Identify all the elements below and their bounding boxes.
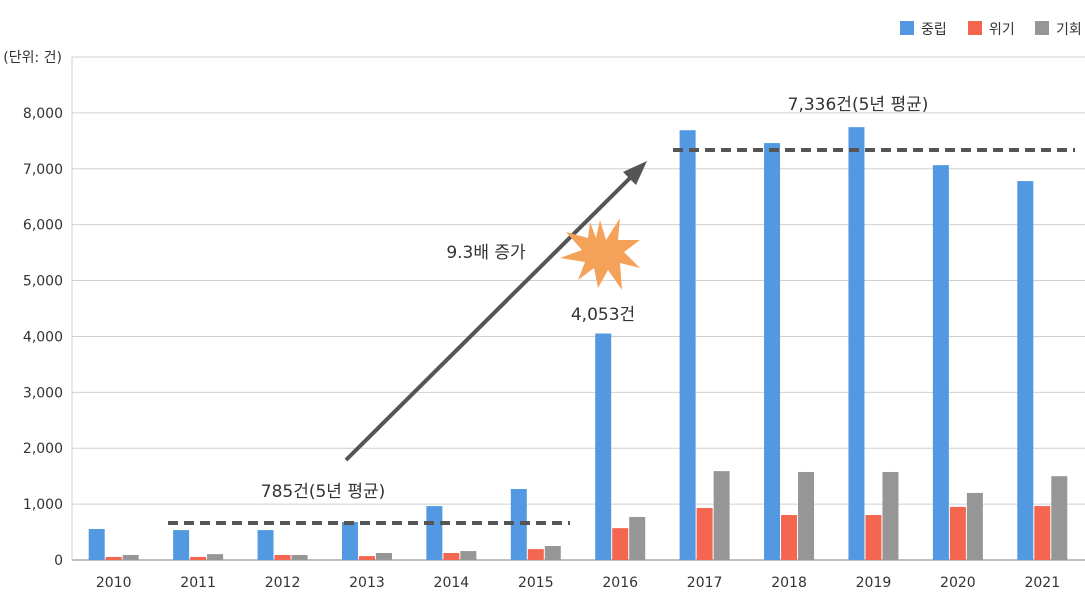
y-tick-label: 0	[54, 553, 63, 569]
legend-label: 기회	[1056, 22, 1082, 38]
starburst-icon	[560, 218, 640, 290]
x-tick-label: 2017	[687, 575, 723, 591]
y-tick-label: 7,000	[23, 162, 63, 178]
growth-arrow	[344, 161, 647, 462]
y-tick-label: 3,000	[23, 385, 63, 401]
bar-중립-2020	[932, 165, 949, 560]
x-tick-label: 2020	[940, 575, 976, 591]
bar-중립-2010	[88, 528, 105, 560]
x-tick-label: 2016	[602, 575, 638, 591]
bar-중립-2017	[679, 130, 696, 560]
bar-위기-2012	[274, 554, 291, 560]
bar-중립-2021	[1017, 181, 1034, 560]
bar-기회-2014	[460, 551, 477, 560]
x-tick-label: 2018	[771, 575, 807, 591]
legend-swatch	[900, 21, 914, 35]
bar-위기-2015	[527, 549, 544, 560]
y-tick-label: 6,000	[23, 218, 63, 234]
x-tick-label: 2021	[1024, 575, 1060, 591]
bar-기회-2016	[629, 516, 646, 560]
legend-label: 위기	[989, 22, 1015, 38]
bar-기회-2012	[291, 554, 308, 560]
bar-기회-2015	[544, 546, 561, 560]
y-tick-label: 2,000	[23, 441, 63, 457]
y-axis: 0 1,000 2,000 3,000 4,000 5,000 6,000 7,000 8,00…	[23, 106, 63, 569]
x-tick-label: 2014	[434, 575, 470, 591]
bar-중립-2011	[173, 530, 190, 560]
bar-중립-2016	[595, 333, 612, 560]
bar-중립-2018	[764, 143, 781, 560]
early-average-label: 785건(5년 평균)	[261, 482, 386, 502]
bar-위기-2019	[865, 515, 882, 560]
bar-기회-2020	[966, 492, 983, 560]
bar-위기-2020	[949, 506, 966, 560]
bar-기회-2018	[798, 471, 815, 560]
y-tick-label: 8,000	[23, 106, 63, 122]
x-tick-label: 2015	[518, 575, 554, 591]
bar-중립-2013	[341, 521, 358, 560]
bar-기회-2019	[882, 471, 899, 560]
x-tick-label: 2010	[96, 575, 132, 591]
bar-기회-2013	[375, 553, 392, 560]
x-tick-label: 2013	[349, 575, 385, 591]
bar-중립-2014	[426, 506, 443, 560]
bar-기회-2021	[1051, 476, 1068, 560]
x-tick-label: 2019	[856, 575, 892, 591]
bar-위기-2017	[696, 508, 713, 560]
highlight-label: 4,053건	[571, 305, 635, 325]
bar-기회-2011	[207, 554, 224, 560]
x-axis: 2010 2011 2012 2013 2014 2015 2016 2017 2018 2019…	[96, 575, 1060, 591]
legend-swatch	[1035, 21, 1049, 35]
y-tick-label: 5,000	[23, 274, 63, 290]
unit-label: (단위: 건)	[3, 50, 62, 66]
bar-중립-2012	[257, 530, 274, 560]
bar-기회-2017	[713, 471, 730, 560]
bar-위기-2010	[105, 556, 122, 560]
bar-위기-2013	[358, 556, 375, 560]
bar-중립-2019	[848, 127, 865, 560]
late-average-label: 7,336건(5년 평균)	[788, 95, 929, 115]
arrow-head-icon	[623, 161, 647, 185]
legend-swatch	[968, 21, 982, 35]
bar-위기-2011	[190, 556, 207, 560]
bar-중립-2015	[510, 489, 527, 560]
bar-기회-2010	[122, 554, 139, 560]
bar-위기-2021	[1034, 506, 1051, 560]
legend-label: 중립	[921, 22, 947, 38]
legend: 중립 위기 기회	[900, 21, 1082, 38]
bar-위기-2016	[612, 528, 629, 560]
y-tick-label: 1,000	[23, 497, 63, 513]
bars	[88, 127, 1068, 560]
x-tick-label: 2011	[180, 575, 216, 591]
gridlines	[71, 56, 1085, 561]
bar-위기-2014	[443, 553, 460, 560]
x-tick-label: 2012	[265, 575, 301, 591]
bar-위기-2018	[781, 515, 798, 560]
y-tick-label: 4,000	[23, 329, 63, 345]
growth-label: 9.3배 증가	[446, 243, 526, 263]
